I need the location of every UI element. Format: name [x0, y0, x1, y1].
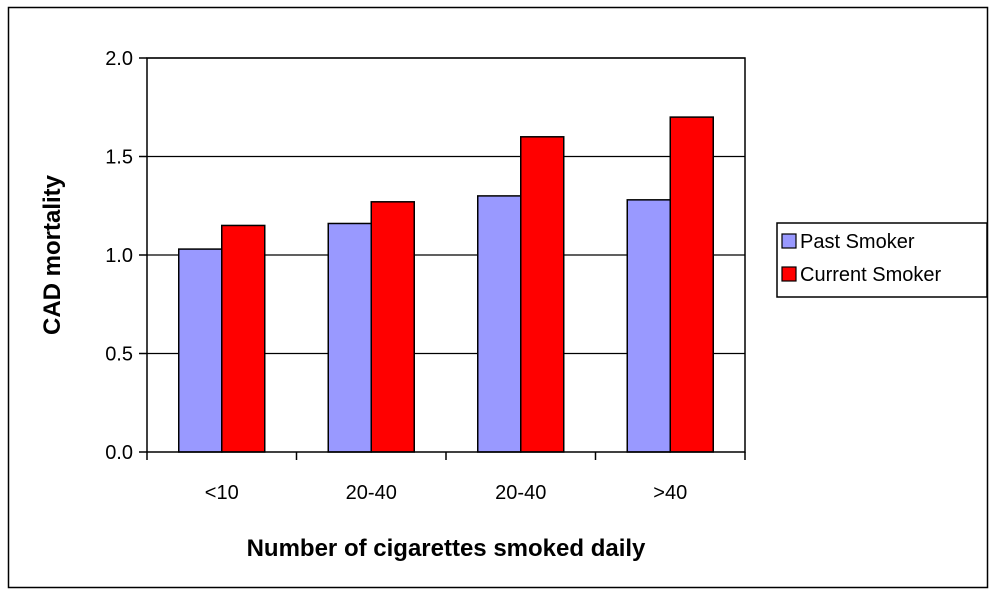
- bar-current-2: [520, 136, 565, 453]
- legend: Past Smoker Current Smoker: [776, 222, 988, 298]
- x-tick-label: >40: [653, 482, 687, 504]
- y-tick-label: 1.5: [105, 147, 133, 169]
- x-axis: <10 20-40 20-40 >40: [146, 452, 746, 504]
- legend-swatch-past: [781, 233, 797, 249]
- legend-label-current: Current Smoker: [800, 264, 941, 286]
- y-axis: 0.0 0.5 1.0 1.5 2.0: [105, 48, 147, 464]
- bar-past-2: [477, 195, 522, 453]
- legend-box: [776, 222, 988, 298]
- bar-past-0: [178, 248, 223, 453]
- y-tick-label: 0.5: [105, 344, 133, 366]
- x-tick-label: <10: [205, 482, 239, 504]
- legend-swatch-current: [781, 266, 797, 282]
- legend-label-past: Past Smoker: [800, 231, 915, 253]
- bar-past-1: [327, 222, 372, 453]
- y-tick-label: 0.0: [105, 442, 133, 464]
- y-axis-title: CAD mortality: [39, 174, 66, 335]
- x-axis-title: Number of cigarettes smoked daily: [247, 535, 646, 562]
- y-tick-label: 2.0: [105, 48, 133, 70]
- bar-past-3: [626, 199, 671, 453]
- bars: [178, 116, 714, 453]
- y-tick-label: 1.0: [105, 245, 133, 267]
- x-tick-label: 20-40: [495, 482, 546, 504]
- bar-current-3: [669, 116, 714, 453]
- x-tick-label: 20-40: [346, 482, 397, 504]
- bar-current-0: [221, 224, 266, 453]
- bar-current-1: [370, 201, 415, 453]
